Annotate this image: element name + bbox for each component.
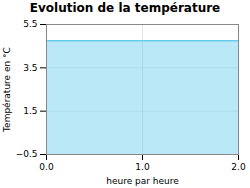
svg-text:0.0: 0.0	[39, 162, 54, 172]
html-text:Evolution de la température: Evolution de la température	[29, 1, 221, 15]
svg-text:2.0: 2.0	[231, 162, 246, 172]
svg-text:Température en °C: Température en °C	[2, 47, 12, 133]
svg-text:3.5: 3.5	[23, 63, 37, 73]
svg-text:heure par heure: heure par heure	[106, 176, 179, 186]
svg-text:5.5: 5.5	[23, 19, 37, 29]
svg-text:−0.5: −0.5	[16, 149, 38, 159]
svg-text:1.0: 1.0	[135, 162, 150, 172]
svg-text:1.5: 1.5	[23, 106, 37, 116]
